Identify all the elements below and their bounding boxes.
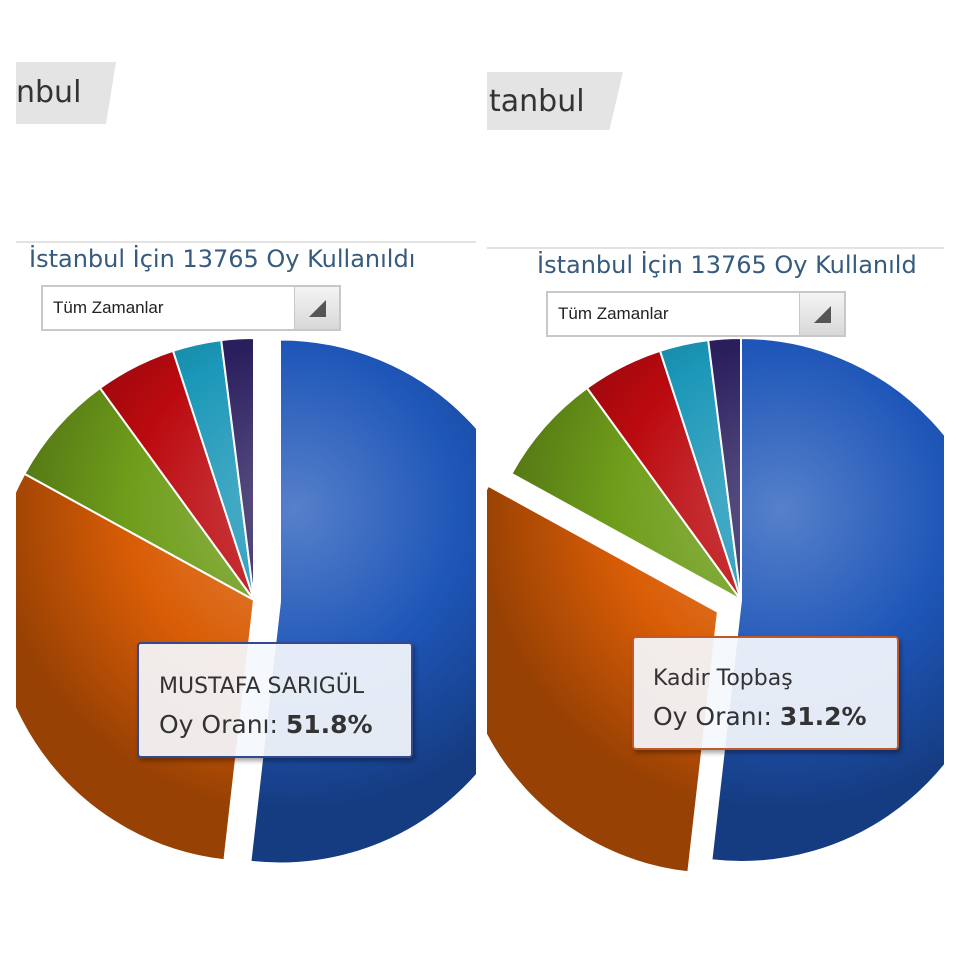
city-tab[interactable]: tanbul — [487, 72, 623, 130]
period-select[interactable]: Tüm Zamanlar — [41, 285, 341, 331]
slice-tooltip: Kadir Topbaş Oy Oranı: 31.2% — [632, 636, 899, 750]
tooltip-vote-rate: Oy Oranı: 31.2% — [653, 702, 867, 731]
pie-slice[interactable] — [220, 337, 255, 601]
screen-left: nbul İstanbul İçin 13765 Oy Kullanıldı T… — [16, 0, 476, 960]
pie-slice[interactable] — [707, 337, 742, 601]
pie-chart[interactable] — [16, 0, 476, 960]
tooltip-candidate-name: MUSTAFA SARIGÜL — [159, 674, 365, 699]
period-select-value: Tüm Zamanlar — [53, 298, 164, 317]
period-select-value: Tüm Zamanlar — [558, 304, 669, 323]
tooltip-rate-label: Oy Oranı: — [653, 702, 772, 731]
pie-slice[interactable] — [710, 337, 944, 863]
pie-chart[interactable] — [487, 0, 944, 960]
tooltip-rate-value: 31.2% — [779, 702, 867, 731]
slice-tooltip: MUSTAFA SARIGÜL Oy Oranı: 51.8% — [137, 642, 413, 758]
pie-slice[interactable] — [23, 387, 255, 601]
pie-slice[interactable] — [16, 472, 255, 862]
pie-slice[interactable] — [487, 484, 719, 874]
divider — [16, 241, 476, 243]
dropdown-arrow-icon[interactable] — [294, 287, 339, 329]
divider — [487, 247, 944, 249]
city-tab-label: nbul — [16, 75, 82, 110]
screen-right: tanbul İstanbul İçin 13765 Oy Kullanıld … — [487, 0, 944, 960]
vote-count-heading: İstanbul İçin 13765 Oy Kullanıld — [537, 251, 917, 279]
city-tab-label: tanbul — [489, 84, 585, 119]
city-tab[interactable]: nbul — [16, 62, 116, 124]
vote-count-heading: İstanbul İçin 13765 Oy Kullanıldı — [29, 245, 416, 273]
tooltip-rate-value: 51.8% — [285, 710, 373, 739]
tooltip-rate-label: Oy Oranı: — [159, 710, 278, 739]
period-select[interactable]: Tüm Zamanlar — [546, 291, 846, 337]
tooltip-candidate-name: Kadir Topbaş — [653, 666, 793, 691]
dropdown-arrow-icon[interactable] — [799, 293, 844, 335]
tooltip-vote-rate: Oy Oranı: 51.8% — [159, 710, 373, 739]
pie-slice[interactable] — [249, 338, 476, 865]
pie-slice[interactable] — [510, 387, 742, 601]
